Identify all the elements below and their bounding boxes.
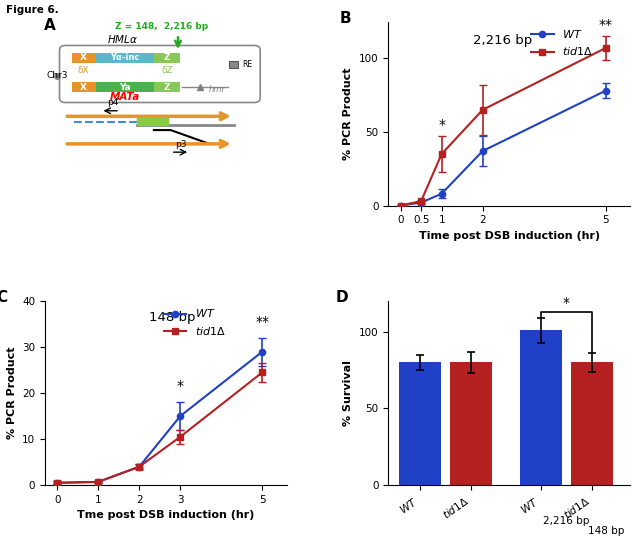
Text: *: * [563,296,570,310]
FancyBboxPatch shape [154,82,181,92]
Text: C: C [0,290,8,305]
Text: *: * [438,118,445,132]
Text: Chr3: Chr3 [46,71,68,80]
Text: Yα-inc: Yα-inc [110,53,140,63]
Text: X: X [80,83,87,92]
Text: hmr: hmr [208,85,225,94]
Bar [571,362,613,485]
Text: RE: RE [242,59,252,68]
Text: 2,216 bp: 2,216 bp [543,516,590,526]
Text: Z = 148,  2,216 bp: Z = 148, 2,216 bp [114,22,208,31]
FancyBboxPatch shape [96,82,154,92]
Bar [399,362,441,485]
Text: p3: p3 [175,140,186,149]
Text: *: * [177,379,184,393]
Text: X: X [80,53,87,63]
Text: Figure 6.: Figure 6. [6,5,59,16]
Text: δX: δX [78,66,89,75]
Text: $HML\alpha$: $HML\alpha$ [107,33,138,45]
Text: MATa: MATa [110,92,140,102]
Text: **: ** [599,18,613,32]
Text: **: ** [255,315,269,329]
Text: 148 bp: 148 bp [149,311,195,324]
Bar [137,118,168,125]
Y-axis label: % Survival: % Survival [343,360,354,426]
Text: 2,216 bp: 2,216 bp [473,33,532,46]
Bar [450,362,492,485]
FancyBboxPatch shape [71,82,96,92]
Y-axis label: % PCR Product: % PCR Product [6,347,17,439]
Text: 148 bp: 148 bp [588,526,624,536]
Text: p4: p4 [107,98,118,107]
FancyBboxPatch shape [154,53,181,63]
FancyBboxPatch shape [96,53,154,63]
Bar [520,330,562,485]
Text: B: B [340,11,352,25]
Text: Z: Z [164,53,170,63]
Text: Ya: Ya [119,83,131,92]
Text: D: D [335,290,348,305]
Text: A: A [44,18,55,33]
Y-axis label: % PCR Product: % PCR Product [343,67,354,160]
X-axis label: Time post DSB induction (hr): Time post DSB induction (hr) [419,231,600,241]
Text: δZ: δZ [161,66,173,75]
FancyBboxPatch shape [71,53,96,63]
FancyBboxPatch shape [229,60,238,67]
Legend: $WT$, $tid1Δ$: $WT$, $tid1Δ$ [159,303,230,342]
Text: Z: Z [164,83,170,92]
Legend: $WT$, $tid1Δ$: $WT$, $tid1Δ$ [527,23,598,62]
X-axis label: Tme post DSB induction (hr): Tme post DSB induction (hr) [77,510,255,520]
